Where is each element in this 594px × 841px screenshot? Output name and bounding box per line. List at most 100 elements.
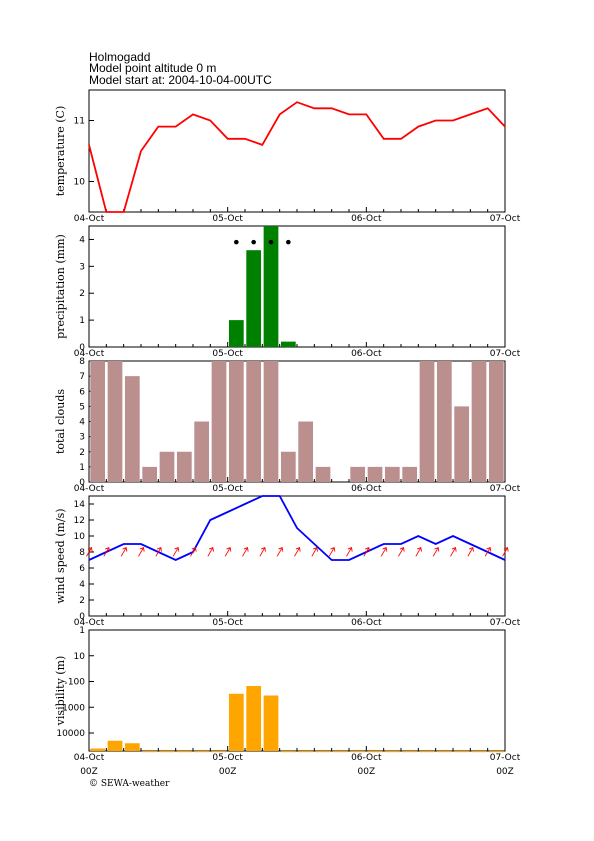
y-tick-label: 10 bbox=[74, 532, 86, 542]
cloud-bar bbox=[419, 361, 435, 482]
visibility-bar bbox=[90, 748, 106, 751]
wind-arrow-shaft bbox=[415, 547, 422, 557]
wind-arrow-head bbox=[365, 547, 370, 552]
visibility-bar bbox=[142, 751, 158, 753]
wind-arrow-head bbox=[261, 547, 266, 552]
y-tick-label: 4 bbox=[79, 418, 85, 428]
y-tick-label: 1 bbox=[79, 463, 85, 473]
wind-arrow-shaft bbox=[432, 547, 439, 557]
x-date-label: 04-Oct bbox=[74, 753, 105, 763]
wind-arrow bbox=[328, 547, 336, 557]
cloud-bar bbox=[298, 421, 314, 482]
visibility-bar bbox=[263, 695, 279, 751]
cloud-bar bbox=[142, 466, 158, 482]
cloud-bar bbox=[488, 361, 504, 482]
visibility-bar bbox=[350, 751, 366, 753]
x-date-label: 05-Oct bbox=[212, 214, 243, 224]
visibility-bar bbox=[384, 751, 400, 753]
y-tick-label: 4 bbox=[79, 235, 85, 245]
copyright: © SEWA-weather bbox=[89, 779, 170, 789]
x-date-label: 05-Oct bbox=[212, 484, 243, 494]
x-date-label: 07-Oct bbox=[490, 349, 521, 359]
wind-arrow-shaft bbox=[138, 547, 144, 557]
wind-arrow bbox=[224, 547, 232, 557]
wind-arrow bbox=[155, 547, 162, 557]
visibility-bar bbox=[246, 686, 262, 751]
y-axis-label: wind speed (m/s) bbox=[54, 508, 67, 603]
wind-arrow-head bbox=[87, 547, 93, 552]
y-tick-label: 6 bbox=[79, 387, 85, 397]
x-date-label: 06-Oct bbox=[351, 753, 382, 763]
y-axis-label: visibility (m) bbox=[54, 656, 67, 727]
wind-arrow-head bbox=[417, 547, 422, 552]
station-name: Holmogadd bbox=[89, 50, 150, 64]
wind-arrow-head bbox=[313, 547, 318, 552]
cloud-bar bbox=[176, 451, 192, 482]
model-start: Model start at: 2004-10-04-00UTC bbox=[89, 73, 272, 87]
x-date-label: 06-Oct bbox=[351, 349, 382, 359]
visibility-bar bbox=[124, 743, 140, 751]
wind-arrow bbox=[172, 547, 180, 557]
wind-arrow bbox=[207, 547, 214, 557]
wind-arrow-head bbox=[191, 547, 197, 552]
y-tick-label: 3 bbox=[79, 433, 85, 443]
wind-arrow bbox=[242, 547, 249, 557]
panel-frame bbox=[88, 629, 506, 752]
wind-arrow-head bbox=[226, 547, 232, 552]
cloud-bar bbox=[211, 361, 227, 482]
y-tick-label: 1000 bbox=[62, 703, 85, 713]
visibility-bar bbox=[367, 751, 383, 753]
y-tick-label: 100 bbox=[68, 678, 85, 688]
y-tick-label: 10 bbox=[74, 652, 86, 662]
x-hour-label: 00Z bbox=[219, 767, 237, 777]
precipitation-bar bbox=[263, 226, 279, 347]
wind-arrow bbox=[259, 547, 266, 557]
y-tick-label: 2 bbox=[79, 448, 85, 458]
y-tick-label: 3 bbox=[79, 262, 85, 272]
visibility-bar bbox=[159, 751, 175, 753]
precip-type-dot bbox=[251, 239, 256, 245]
wind-arrow-shaft bbox=[103, 547, 110, 557]
cloud-bar bbox=[367, 466, 383, 482]
y-tick-label: 12 bbox=[74, 516, 85, 526]
wind-arrow-shaft bbox=[398, 547, 404, 557]
x-date-label: 04-Oct bbox=[74, 618, 105, 628]
visibility-bar bbox=[107, 740, 123, 751]
cloud-bar bbox=[246, 361, 262, 482]
x-date-label: 04-Oct bbox=[74, 349, 105, 359]
wind-arrow bbox=[502, 547, 509, 557]
y-axis-label: total clouds bbox=[54, 389, 67, 454]
y-tick-label: 11 bbox=[74, 117, 85, 127]
precip-type-dot bbox=[286, 239, 291, 245]
wind-arrow-head bbox=[295, 547, 301, 552]
cloud-bar bbox=[107, 361, 123, 482]
wind-arrow bbox=[311, 547, 318, 557]
precipitation-bar bbox=[246, 250, 262, 347]
cloud-bar bbox=[384, 466, 400, 482]
x-date-label: 04-Oct bbox=[74, 484, 105, 494]
wind-arrow-head bbox=[382, 547, 388, 552]
panels: 04-Oct 05-Oct 06-Oct 07-Oct temperature (C) 1… bbox=[54, 89, 521, 777]
wind-arrow-head bbox=[486, 547, 492, 552]
model-altitude: Model point altitude 0 m bbox=[89, 61, 216, 75]
wind-arrow-head bbox=[347, 547, 353, 552]
wind-arrow-shaft bbox=[502, 547, 508, 557]
wind-arrow bbox=[467, 547, 474, 557]
wind-arrow-shaft bbox=[207, 547, 214, 557]
visibility-bar bbox=[194, 751, 210, 753]
wind-arrow-shaft bbox=[328, 547, 335, 557]
wind-arrow bbox=[103, 547, 110, 557]
wind-arrow-shaft bbox=[467, 547, 474, 557]
visibility-bar bbox=[228, 693, 244, 751]
x-date-label: 05-Oct bbox=[212, 618, 243, 628]
cloud-bar bbox=[228, 361, 244, 482]
cloud-bar bbox=[159, 451, 175, 482]
wind-arrow-head bbox=[330, 547, 336, 552]
x-date-label: 05-Oct bbox=[212, 349, 243, 359]
cloud-bar bbox=[454, 406, 470, 482]
wind-arrow bbox=[363, 547, 370, 557]
wind-arrow bbox=[138, 547, 145, 557]
wind-arrow-shaft bbox=[450, 547, 456, 557]
cloud-bar bbox=[315, 466, 331, 482]
